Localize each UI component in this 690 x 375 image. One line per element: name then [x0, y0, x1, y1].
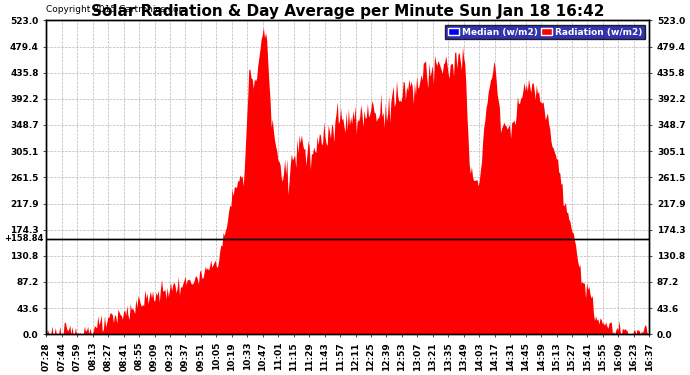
Title: Solar Radiation & Day Average per Minute Sun Jan 18 16:42: Solar Radiation & Day Average per Minute…	[91, 4, 604, 19]
Text: Copyright 2015 Cartronics.com: Copyright 2015 Cartronics.com	[46, 5, 188, 14]
Text: +158.84: +158.84	[4, 234, 43, 243]
Legend: Median (w/m2), Radiation (w/m2): Median (w/m2), Radiation (w/m2)	[446, 25, 645, 39]
